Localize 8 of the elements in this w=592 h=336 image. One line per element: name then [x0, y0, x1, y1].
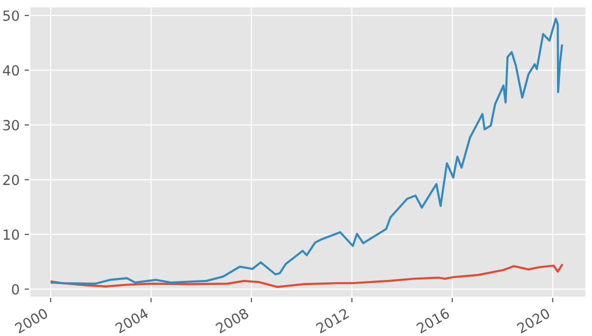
y-tick-label: 50 [3, 10, 19, 21]
y-tick-label: 30 [3, 120, 19, 130]
y-tick-label: 10 [4, 229, 19, 240]
y-tick-label: 0 [12, 284, 19, 295]
line-series [50, 264, 563, 288]
y-tick-label: 40 [2, 65, 19, 76]
y-tick-label: 20 [3, 174, 19, 186]
line-series [50, 18, 563, 285]
